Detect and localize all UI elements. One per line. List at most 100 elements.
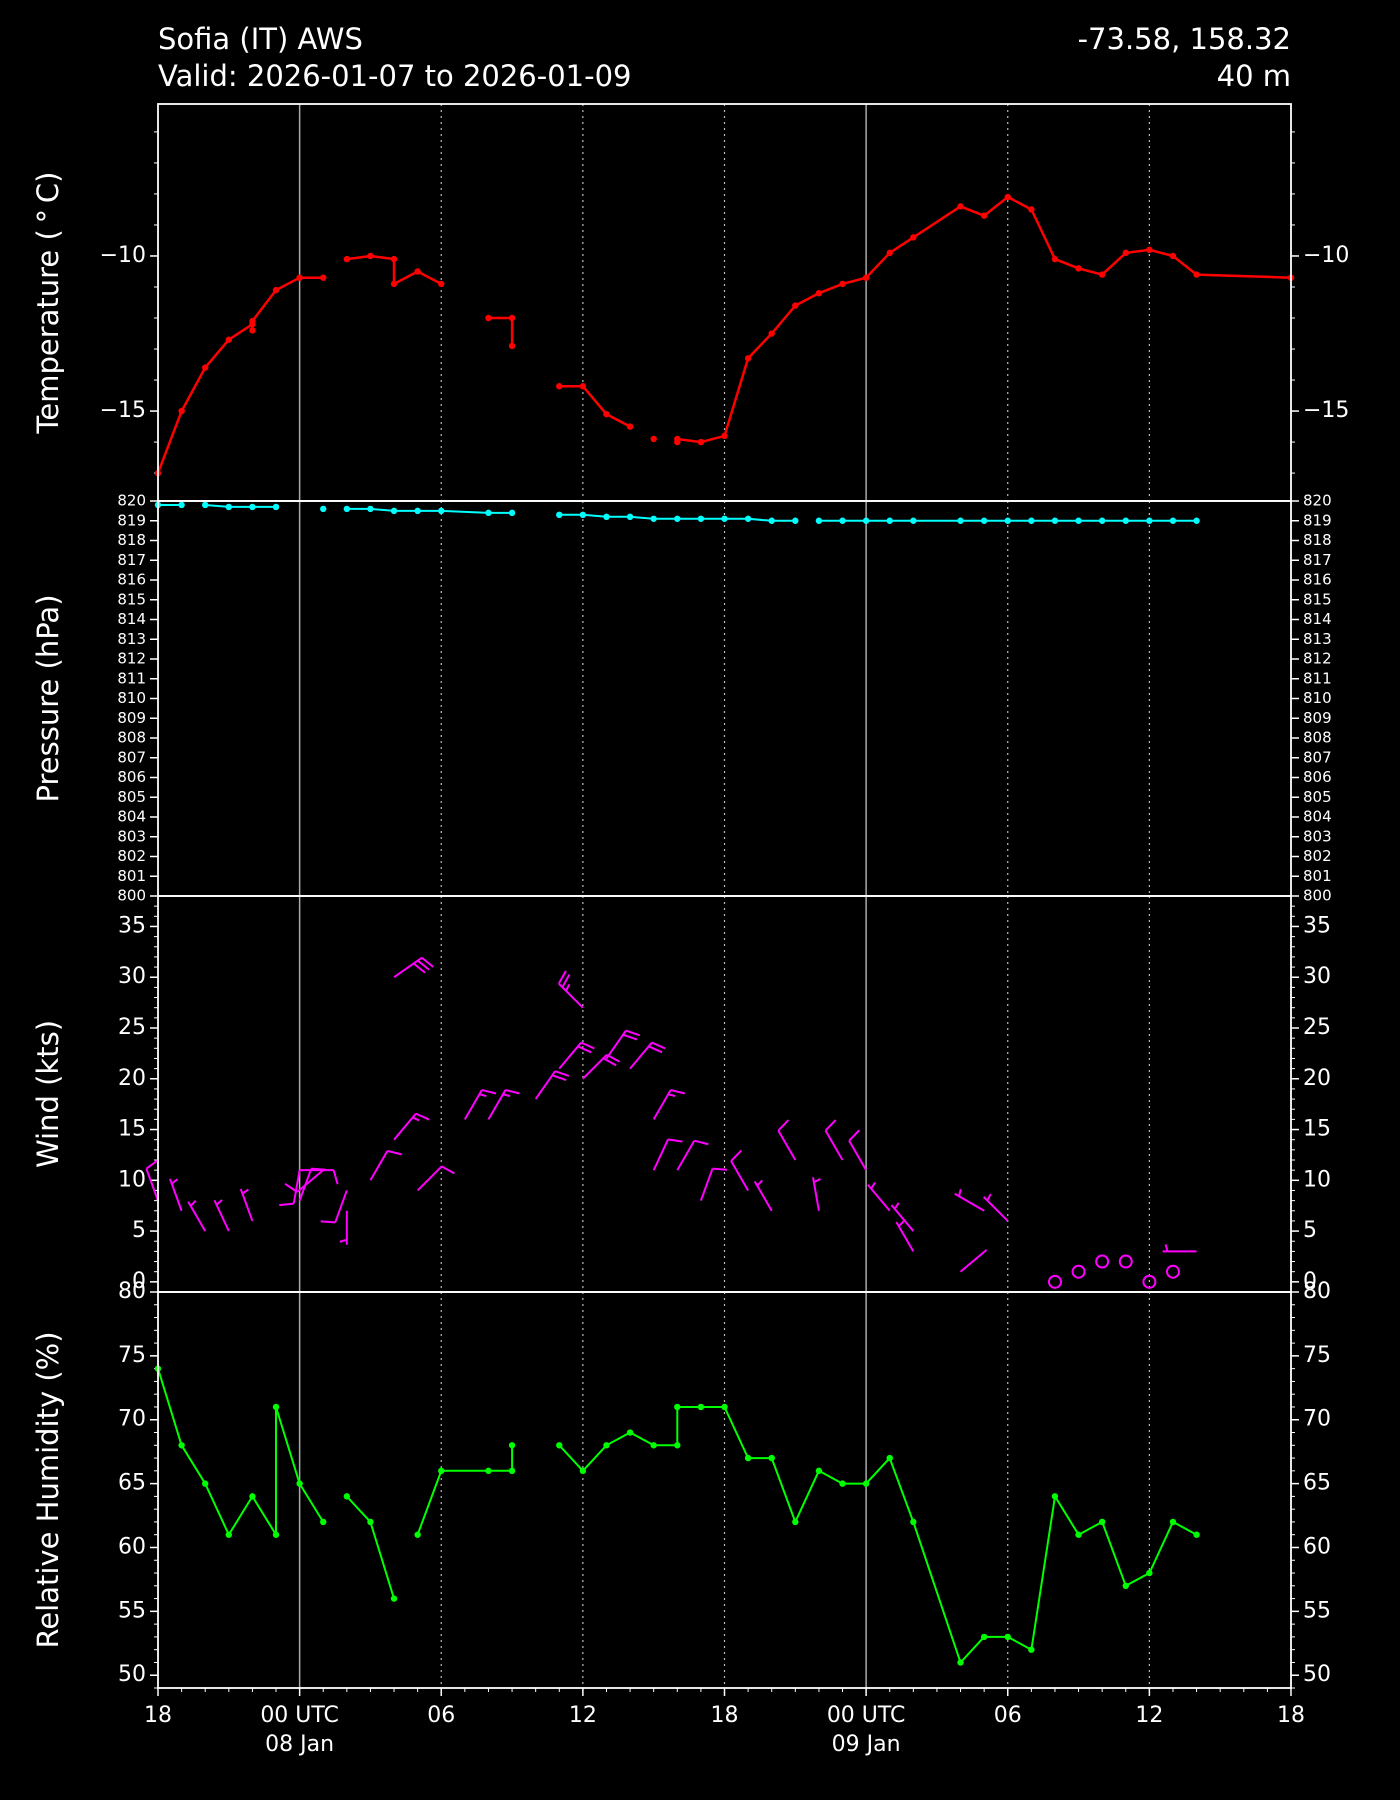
humidity-point bbox=[815, 1467, 823, 1475]
humidity-point bbox=[343, 1493, 351, 1500]
wind-barb bbox=[169, 1178, 183, 1212]
pressure-point bbox=[957, 517, 964, 524]
y-tick-label-left: 50 bbox=[118, 1662, 146, 1687]
y-tick-label-right: 813 bbox=[1303, 630, 1332, 648]
wind-barb-flag bbox=[848, 1129, 860, 1142]
wind-barb bbox=[867, 1181, 891, 1212]
humidity-point bbox=[603, 1442, 610, 1449]
humidity-point bbox=[980, 1633, 988, 1641]
pressure-point bbox=[225, 503, 233, 511]
wind-barb bbox=[284, 1169, 324, 1193]
wind-barb bbox=[393, 956, 434, 979]
wind-barb-half-flag bbox=[1164, 1244, 1169, 1252]
y-tick-label-left: 808 bbox=[117, 729, 146, 747]
wind-barb bbox=[959, 1249, 988, 1273]
humidity-point bbox=[650, 1442, 657, 1449]
y-tick-label-right: 802 bbox=[1303, 847, 1332, 865]
temperature-point bbox=[1004, 193, 1011, 201]
valid-range: Valid: 2026-01-07 to 2026-01-09 bbox=[158, 59, 632, 93]
pressure-point bbox=[674, 515, 681, 522]
pressure-point bbox=[414, 507, 421, 515]
y-tick-label-left: 15 bbox=[118, 1117, 146, 1142]
humidity-point bbox=[508, 1467, 516, 1475]
temperature-point bbox=[367, 252, 374, 260]
x-tick-label: 12 bbox=[1135, 1703, 1163, 1728]
wind-barb bbox=[393, 1112, 430, 1141]
pressure-point bbox=[1051, 517, 1059, 524]
humidity-point bbox=[626, 1429, 634, 1436]
y-tick-label-left: −10 bbox=[100, 243, 146, 268]
y-tick-label-right: 811 bbox=[1303, 669, 1332, 687]
y-tick-label-left: 816 bbox=[117, 571, 146, 589]
pressure-point bbox=[272, 503, 280, 511]
y-tick-label-left: 0 bbox=[132, 1269, 146, 1294]
y-tick-label-right: 15 bbox=[1303, 1117, 1331, 1142]
x-tick-date: 09 Jan bbox=[832, 1732, 901, 1757]
y-tick-label-left: 814 bbox=[117, 610, 146, 628]
temperature-point bbox=[910, 234, 917, 241]
calm-wind-circle bbox=[1118, 1254, 1133, 1269]
x-tick-label: 18 bbox=[1277, 1703, 1305, 1728]
y-tick-label-right: 810 bbox=[1303, 689, 1332, 707]
wind-barb bbox=[777, 1119, 797, 1161]
y-tick-label-left: 817 bbox=[117, 551, 146, 569]
humidity-line bbox=[558, 1406, 1198, 1665]
wind-barb-flag bbox=[622, 1033, 638, 1041]
y-tick-label-right: 808 bbox=[1303, 729, 1332, 747]
pressure-point bbox=[202, 501, 209, 509]
y-tick-label-left: 35 bbox=[118, 913, 146, 938]
pressure-line bbox=[205, 504, 276, 508]
y-tick-label-right: 805 bbox=[1303, 788, 1332, 806]
humidity-point bbox=[272, 1531, 280, 1538]
temperature-point bbox=[744, 355, 752, 362]
humidity-point bbox=[1075, 1531, 1082, 1538]
pressure-point bbox=[744, 515, 752, 522]
y-tick-label-left: 820 bbox=[117, 492, 146, 510]
temperature-point bbox=[414, 268, 421, 275]
temperature-point bbox=[721, 432, 728, 440]
temperature-point bbox=[508, 342, 516, 350]
wind-barb bbox=[299, 1169, 339, 1185]
wind-barb-flag bbox=[625, 1029, 641, 1037]
y-tick-label-left: 5 bbox=[132, 1218, 146, 1243]
y-tick-label-right: 20 bbox=[1303, 1066, 1331, 1091]
pressure-point bbox=[815, 517, 823, 524]
humidity-point bbox=[202, 1480, 209, 1487]
temperature-point bbox=[957, 203, 964, 210]
temperature-point bbox=[249, 317, 256, 325]
pressure-point bbox=[320, 505, 327, 513]
wind-barb-staff bbox=[463, 1089, 483, 1120]
wind-barb-staff bbox=[812, 1177, 820, 1211]
wind-barb-staff bbox=[296, 1169, 324, 1193]
temperature-point bbox=[579, 383, 587, 390]
y-tick-label-left: 55 bbox=[118, 1598, 146, 1623]
wind-barb bbox=[983, 1193, 1009, 1222]
humidity-point bbox=[1146, 1569, 1153, 1577]
calm-wind-circle bbox=[1071, 1264, 1086, 1279]
y-tick-label-right: 818 bbox=[1303, 531, 1332, 549]
wind-barb bbox=[895, 1220, 915, 1252]
y-tick-label-right: −15 bbox=[1303, 398, 1349, 423]
temperature-point bbox=[320, 274, 327, 281]
wind-barb-staff bbox=[890, 1204, 915, 1232]
y-tick-label-left: 811 bbox=[117, 669, 146, 687]
wind-barb-flag bbox=[421, 956, 434, 968]
temperature-point bbox=[980, 212, 988, 219]
pressure-point bbox=[768, 517, 775, 524]
x-tick-label: 18 bbox=[711, 1703, 739, 1728]
wind-barb bbox=[699, 1167, 728, 1201]
wind-barb-flag bbox=[284, 1183, 298, 1193]
wind-barb-flag bbox=[415, 1112, 430, 1121]
y-tick-label-right: −10 bbox=[1303, 243, 1349, 268]
station-elevation: 40 m bbox=[1217, 59, 1291, 93]
wind-barb bbox=[416, 1165, 455, 1192]
y-tick-label-right: 817 bbox=[1303, 551, 1332, 569]
wind-barb bbox=[239, 1188, 254, 1222]
temperature-point bbox=[225, 336, 233, 343]
wind-barb-half-flag bbox=[958, 1188, 962, 1197]
calm-wind-circle bbox=[1142, 1274, 1157, 1289]
temperature-point bbox=[438, 280, 445, 288]
wind-barb-flag bbox=[670, 1088, 686, 1095]
wind-barb-flag bbox=[730, 1149, 742, 1162]
wind-barb-flag bbox=[712, 1167, 728, 1171]
